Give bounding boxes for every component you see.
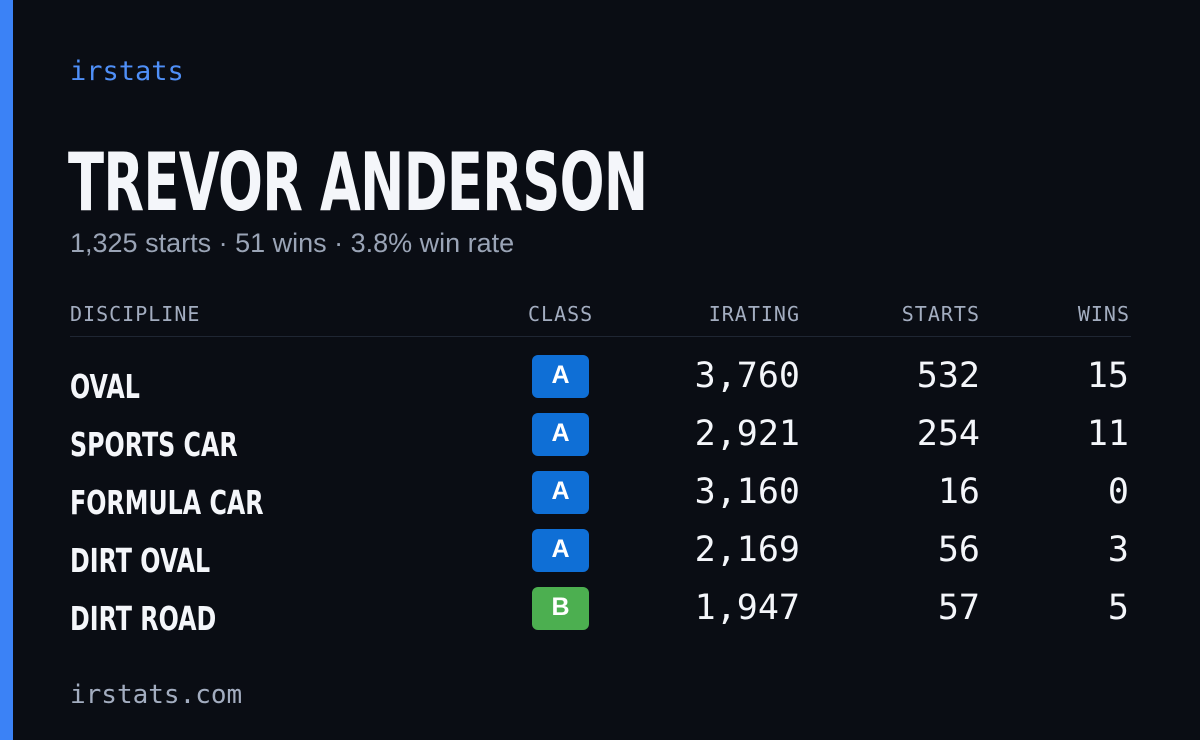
table-row: FORMULA CAR A 3,160 16 0 — [70, 469, 1131, 527]
class-badge: A — [532, 413, 589, 456]
starts-value: 57 — [937, 588, 980, 628]
table-row: DIRT ROAD B 1,947 57 5 — [70, 585, 1131, 643]
wins-value: 3 — [1107, 530, 1129, 570]
class-badge: A — [532, 355, 589, 398]
wins-value: 0 — [1107, 472, 1129, 512]
discipline-name: SPORTS CAR — [70, 425, 238, 464]
header-wins: WINS — [1077, 302, 1130, 326]
brand-logo: irstats — [70, 56, 184, 87]
class-badge: B — [532, 587, 589, 630]
discipline-name: DIRT ROAD — [70, 599, 217, 638]
table-row: SPORTS CAR A 2,921 254 11 — [70, 411, 1131, 469]
wins-value: 5 — [1107, 588, 1129, 628]
irating-value: 1,947 — [694, 588, 800, 628]
discipline-name: DIRT OVAL — [70, 541, 211, 580]
starts-value: 16 — [937, 472, 980, 512]
irating-value: 3,760 — [694, 356, 800, 396]
table-row: OVAL A 3,760 532 15 — [70, 353, 1131, 411]
discipline-name: FORMULA CAR — [70, 483, 264, 522]
driver-summary: 1,325 starts · 51 wins · 3.8% win rate — [70, 228, 515, 258]
table-header: DISCIPLINE CLASS IRATING STARTS WINS — [70, 296, 1131, 337]
table-body: OVAL A 3,760 532 15 SPORTS CAR A 2,921 2… — [70, 353, 1131, 643]
header-irating: IRATING — [708, 302, 800, 326]
header-starts: STARTS — [901, 302, 980, 326]
irating-value: 2,921 — [694, 414, 800, 454]
header-discipline: DISCIPLINE — [70, 302, 201, 326]
wins-value: 15 — [1086, 356, 1129, 396]
irating-value: 2,169 — [694, 530, 800, 570]
discipline-name: OVAL — [70, 367, 140, 406]
starts-value: 532 — [916, 356, 980, 396]
irating-value: 3,160 — [694, 472, 800, 512]
header-class: CLASS — [528, 302, 594, 326]
stats-table: DISCIPLINE CLASS IRATING STARTS WINS OVA… — [70, 296, 1131, 638]
driver-name: TREVOR ANDERSON — [68, 136, 648, 229]
footer-url: irstats.com — [70, 680, 243, 710]
table-row: DIRT OVAL A 2,169 56 3 — [70, 527, 1131, 585]
starts-value: 254 — [916, 414, 980, 454]
wins-value: 11 — [1086, 414, 1129, 454]
class-badge: A — [532, 529, 589, 572]
starts-value: 56 — [937, 530, 980, 570]
class-badge: A — [532, 471, 589, 514]
accent-bar — [0, 0, 13, 740]
